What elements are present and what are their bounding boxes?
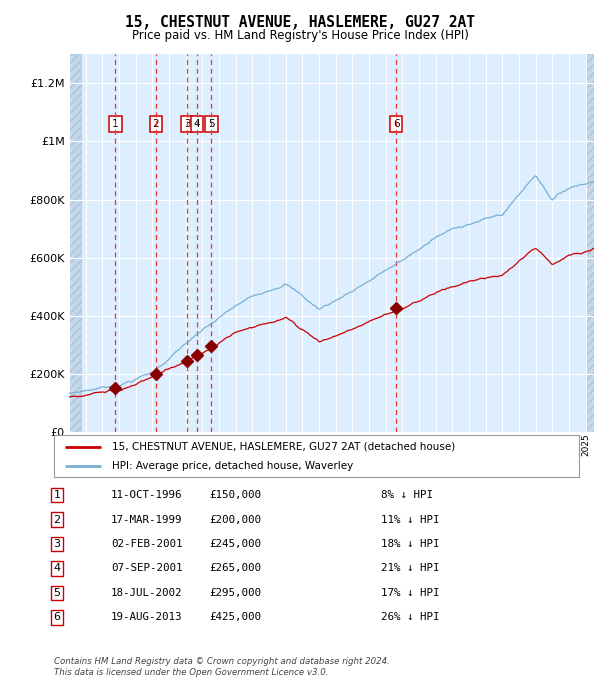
- Text: 26% ↓ HPI: 26% ↓ HPI: [381, 613, 439, 622]
- Text: 11-OCT-1996: 11-OCT-1996: [111, 490, 182, 500]
- Text: 3: 3: [184, 119, 190, 129]
- Text: £200,000: £200,000: [209, 515, 261, 524]
- Text: 1: 1: [112, 119, 119, 129]
- Text: 11% ↓ HPI: 11% ↓ HPI: [381, 515, 439, 524]
- Text: 2: 2: [53, 515, 61, 524]
- Text: 5: 5: [208, 119, 215, 129]
- Text: 15, CHESTNUT AVENUE, HASLEMERE, GU27 2AT: 15, CHESTNUT AVENUE, HASLEMERE, GU27 2AT: [125, 15, 475, 30]
- Text: £425,000: £425,000: [209, 613, 261, 622]
- Text: 17% ↓ HPI: 17% ↓ HPI: [381, 588, 439, 598]
- Text: Price paid vs. HM Land Registry's House Price Index (HPI): Price paid vs. HM Land Registry's House …: [131, 29, 469, 42]
- Text: £265,000: £265,000: [209, 564, 261, 573]
- Text: 21% ↓ HPI: 21% ↓ HPI: [381, 564, 439, 573]
- Text: £295,000: £295,000: [209, 588, 261, 598]
- Text: 19-AUG-2013: 19-AUG-2013: [111, 613, 182, 622]
- Text: 02-FEB-2001: 02-FEB-2001: [111, 539, 182, 549]
- Text: 6: 6: [393, 119, 400, 129]
- Bar: [586, 54, 594, 432]
- Text: 15, CHESTNUT AVENUE, HASLEMERE, GU27 2AT (detached house): 15, CHESTNUT AVENUE, HASLEMERE, GU27 2AT…: [112, 441, 455, 452]
- Text: 4: 4: [194, 119, 200, 129]
- Text: 18% ↓ HPI: 18% ↓ HPI: [381, 539, 439, 549]
- Text: £245,000: £245,000: [209, 539, 261, 549]
- Text: HPI: Average price, detached house, Waverley: HPI: Average price, detached house, Wave…: [112, 461, 353, 471]
- Text: 07-SEP-2001: 07-SEP-2001: [111, 564, 182, 573]
- Text: £150,000: £150,000: [209, 490, 261, 500]
- Text: Contains HM Land Registry data © Crown copyright and database right 2024.
This d: Contains HM Land Registry data © Crown c…: [54, 657, 390, 677]
- Bar: [586, 54, 594, 432]
- Text: 17-MAR-1999: 17-MAR-1999: [111, 515, 182, 524]
- Text: 2: 2: [152, 119, 159, 129]
- Text: 6: 6: [53, 613, 61, 622]
- Text: 8% ↓ HPI: 8% ↓ HPI: [381, 490, 433, 500]
- Text: 3: 3: [53, 539, 61, 549]
- Text: 1: 1: [53, 490, 61, 500]
- Text: 18-JUL-2002: 18-JUL-2002: [111, 588, 182, 598]
- Text: 4: 4: [53, 564, 61, 573]
- Bar: [69, 54, 80, 432]
- Bar: [69, 54, 80, 432]
- Text: 5: 5: [53, 588, 61, 598]
